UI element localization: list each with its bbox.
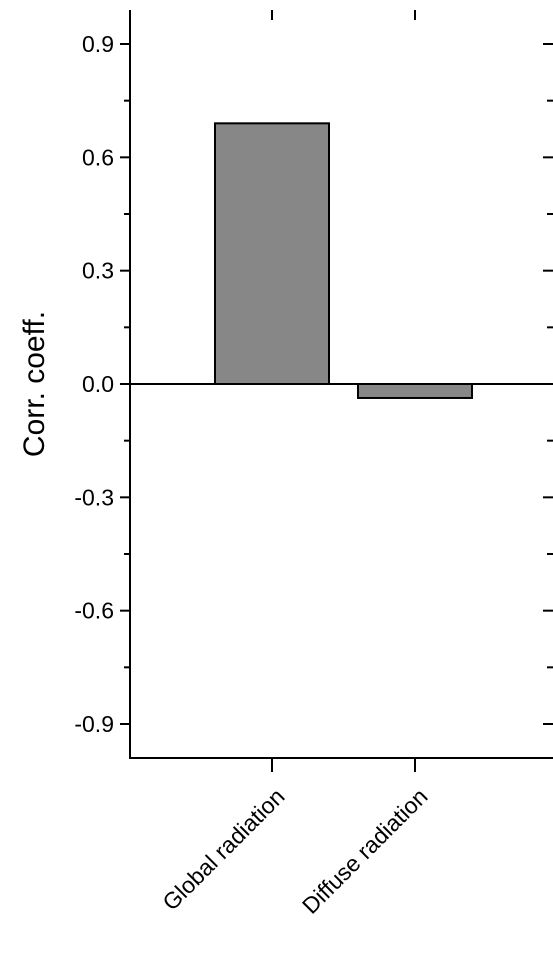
bar-global-radiation [214,122,330,385]
y-tick-label: 0.9 [82,31,114,57]
y-tick-label: 0.3 [82,258,114,284]
x-category-label: Diffuse radiation [297,783,433,919]
bar-diffuse-radiation [357,383,473,399]
x-category-label: Global radiation [157,783,289,915]
ticks-layer [120,10,553,772]
bars-layer [214,122,473,399]
y-tick-label: -0.3 [74,484,114,510]
y-tick-label: -0.6 [74,598,114,624]
y-axis-title: Corr. coeff. [18,311,51,457]
y-tick-label: 0.0 [82,371,114,397]
y-tick-label: -0.9 [74,711,114,737]
y-tick-label: 0.6 [82,144,114,170]
